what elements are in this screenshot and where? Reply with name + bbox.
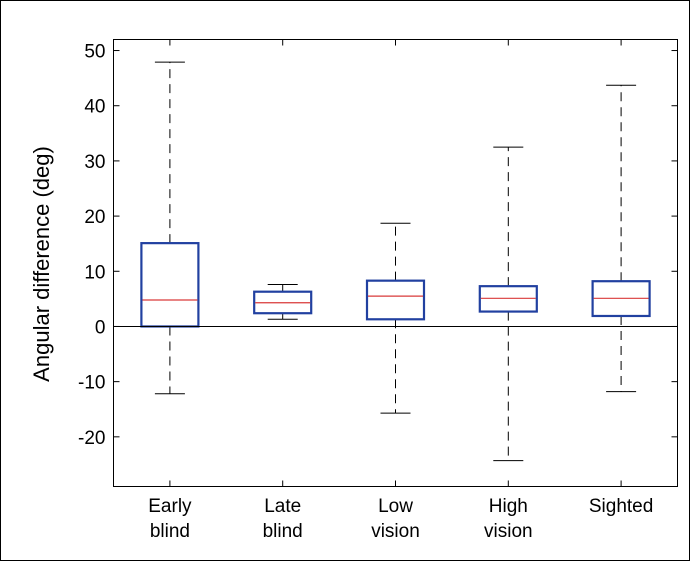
- x-tick-label-line2: blind: [150, 521, 190, 542]
- box-4: [591, 39, 651, 487]
- box-iqr: [591, 280, 651, 318]
- box-iqr: [365, 279, 426, 321]
- x-tick-label-line1: High: [489, 496, 528, 517]
- y-tick-label: 10: [84, 262, 105, 283]
- x-tick-label-line1: Late: [264, 496, 301, 517]
- x-tick-label-line2: vision: [484, 521, 533, 542]
- y-tick-label: 50: [84, 42, 105, 63]
- y-tick-label: -10: [78, 373, 105, 394]
- box-iqr: [253, 290, 313, 315]
- y-tick-label: -20: [78, 428, 105, 449]
- x-tick-label-line1: Sighted: [589, 496, 653, 517]
- plot-area-frame: [113, 39, 678, 487]
- x-tick-label-line2: blind: [263, 521, 303, 542]
- x-tick-label-line1: Early: [148, 496, 192, 517]
- y-axis-label: Angular difference (deg): [29, 146, 54, 382]
- y-tick-label: 30: [84, 152, 105, 173]
- y-tick-label: 20: [84, 207, 105, 228]
- x-tick-label-line1: Low: [378, 496, 413, 517]
- box-2: [365, 39, 426, 487]
- box-iqr: [478, 285, 538, 313]
- y-tick-label: 0: [95, 317, 106, 338]
- box-1: [253, 39, 313, 487]
- x-tick-label-line2: vision: [371, 521, 420, 542]
- y-tick-label: 40: [84, 97, 105, 118]
- x-axis-tick-labels: Early blind Late blind Low vision High vision Si…: [148, 496, 653, 542]
- box-3: [478, 39, 538, 487]
